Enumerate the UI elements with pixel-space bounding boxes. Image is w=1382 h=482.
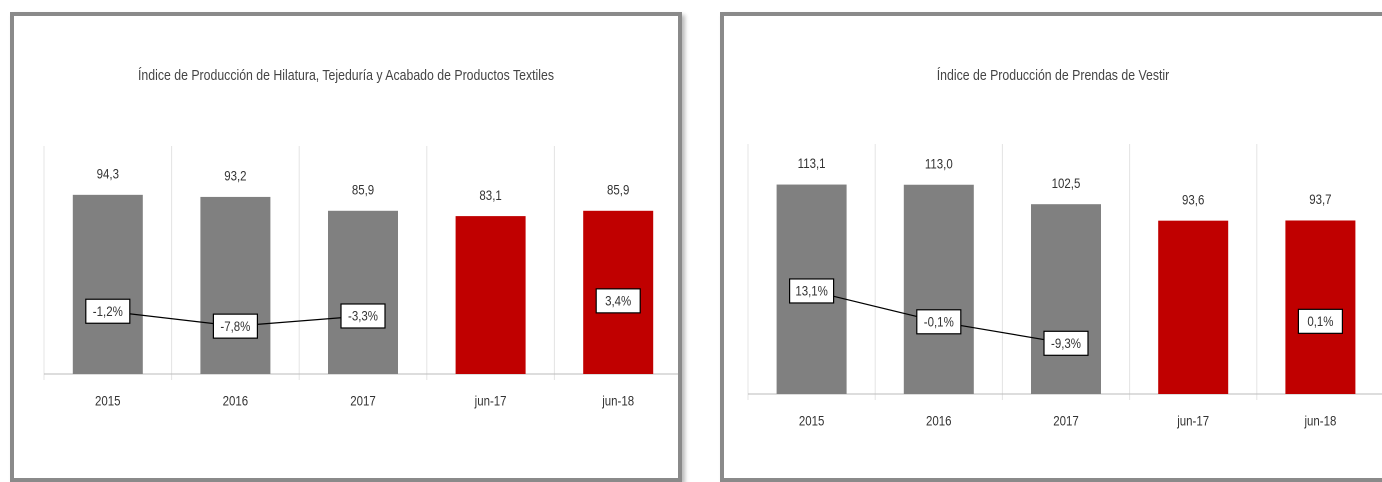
bar (1285, 220, 1356, 394)
change-label: -9,3% (1051, 335, 1081, 351)
value-label: 93,2 (224, 167, 246, 183)
change-label: 0,1% (1307, 313, 1333, 329)
bar (1031, 204, 1101, 394)
x-tick-label: 2016 (926, 413, 952, 429)
change-box (1297, 308, 1344, 334)
bar (328, 210, 398, 374)
change-label: 13,1% (795, 283, 828, 299)
chart-panel: Índice de Producción de Hilatura, Tejedu… (10, 12, 682, 482)
x-tick-label: jun-18 (1304, 413, 1337, 429)
bar (1158, 220, 1229, 394)
value-label: 94,3 (97, 165, 119, 181)
bar (72, 194, 143, 374)
bar (455, 216, 526, 374)
change-label: -3,3% (348, 308, 378, 324)
x-tick-label: 2017 (1053, 413, 1079, 429)
x-tick-label: jun-17 (474, 393, 507, 409)
x-tick-label: 2015 (799, 413, 825, 429)
chart-title: Índice de Producción de Prendas de Vesti… (936, 67, 1170, 84)
x-tick-label: 2015 (95, 393, 121, 409)
bar (903, 184, 974, 394)
change-box (595, 288, 641, 314)
x-tick-label: jun-18 (601, 393, 634, 409)
value-label: 102,5 (1052, 175, 1081, 191)
chart: 94,3 2015 93,2 2016 85,9 2017 83,1 jun-17 85,9 ju… (43, 146, 678, 409)
change-box (1043, 330, 1089, 356)
x-tick-label: 2016 (223, 393, 249, 409)
value-label: 83,1 (479, 187, 501, 203)
bar (200, 196, 271, 374)
chart: 113,1 2015 113,0 2016 102,5 2017 93,6 jun-17 93,… (747, 144, 1382, 429)
value-label: 85,9 (352, 181, 374, 197)
change-box (212, 313, 258, 339)
chart-panel: Índice de Producción de Prendas de Vesti… (720, 12, 1382, 482)
x-tick-label: 2017 (350, 393, 376, 409)
value-label: 113,1 (798, 155, 826, 171)
value-label: 85,9 (607, 181, 629, 197)
value-label: 93,6 (1182, 191, 1204, 207)
x-tick-label: jun-17 (1176, 413, 1209, 429)
value-label: 93,7 (1309, 191, 1331, 207)
change-label: -0,1% (924, 313, 954, 329)
change-label: -1,2% (93, 303, 123, 319)
change-box (916, 309, 962, 335)
change-label: 3,4% (605, 292, 631, 308)
chart-title: Índice de Producción de Hilatura, Tejedu… (138, 67, 554, 84)
change-label: -7,8% (220, 318, 250, 334)
change-box (85, 298, 131, 324)
value-label: 113,0 (925, 155, 953, 171)
change-box (340, 303, 386, 329)
change-box (788, 278, 835, 304)
